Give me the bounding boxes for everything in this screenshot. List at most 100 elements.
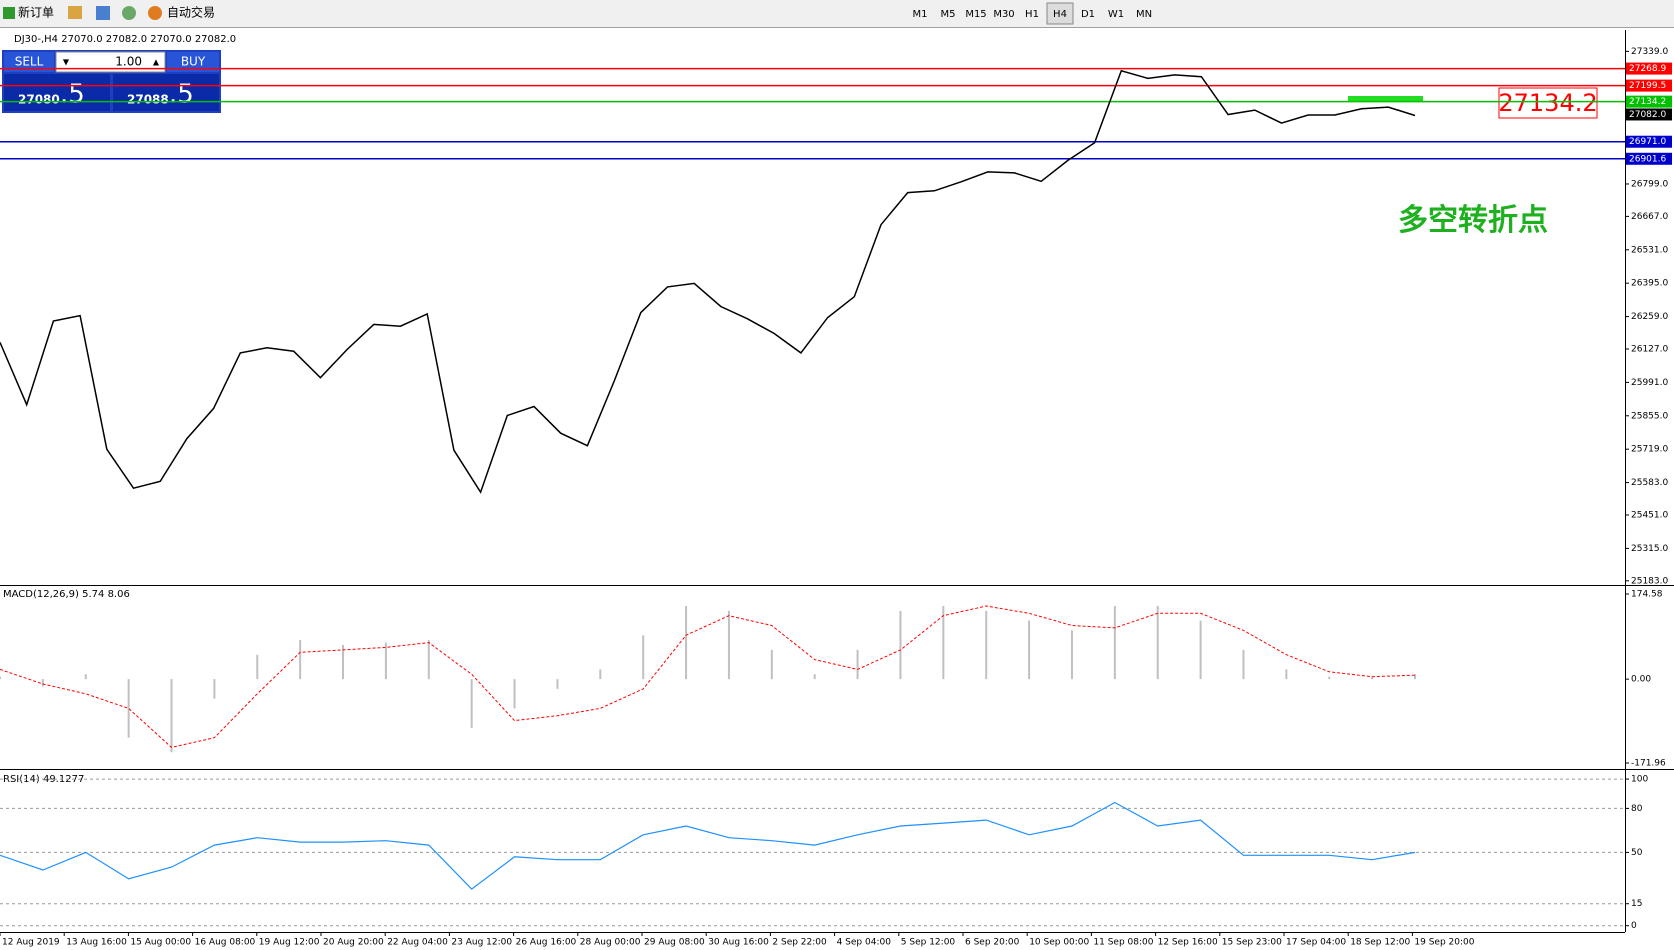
price-label: 27199.5: [1629, 81, 1666, 91]
timeframe[interactable]: MN: [1136, 9, 1152, 20]
date-label: 19 Aug 12:00: [259, 938, 320, 948]
timeframe[interactable]: W1: [1108, 9, 1124, 20]
trend-object: [1348, 96, 1423, 102]
date-label: 11 Sep 08:00: [1093, 938, 1153, 948]
lots-up[interactable]: ▲: [153, 58, 160, 67]
date-label: 4 Sep 04:00: [837, 938, 892, 948]
date-label: 19 Sep 20:00: [1414, 938, 1474, 948]
sell-price[interactable]: 27080: [18, 93, 60, 107]
timeframe[interactable]: M15: [965, 9, 986, 20]
tick-label: 26799.0: [1631, 179, 1668, 189]
timeframe[interactable]: H4: [1053, 9, 1067, 20]
sell-button[interactable]: [4, 52, 54, 72]
tick-label: 26395.0: [1631, 279, 1668, 289]
timeframe[interactable]: M30: [993, 9, 1014, 20]
timeframe[interactable]: M5: [941, 9, 956, 20]
tick-label: 25583.0: [1631, 478, 1668, 488]
date-label: 15 Aug 00:00: [130, 938, 191, 948]
price-label: 26901.6: [1629, 154, 1666, 164]
lots-value[interactable]: 1.00: [115, 55, 142, 69]
date-label: 13 Aug 16:00: [66, 938, 127, 948]
price-label-box: [1626, 152, 1672, 165]
buy-label[interactable]: BUY: [181, 55, 206, 69]
date-label: 17 Sep 04:00: [1286, 938, 1346, 948]
macd-signal: [0, 605, 1416, 748]
price-label: 27268.9: [1629, 64, 1666, 74]
date-label: 23 Aug 12:00: [451, 938, 512, 948]
price-label-box: [1626, 135, 1672, 148]
tool-icon[interactable]: [68, 6, 82, 19]
trade-panel: SELL ▼ 1.00 ▲ BUY 27080 .5 27088 .5: [2, 50, 221, 113]
date-label: 20 Aug 20:00: [323, 938, 384, 948]
tick-label: 25183.0: [1631, 576, 1668, 586]
new-order[interactable]: 新订单: [18, 5, 54, 20]
buy-price[interactable]: 27088: [127, 93, 169, 107]
buy-fraction[interactable]: .5: [169, 80, 194, 110]
tick-label: 25991.0: [1631, 378, 1668, 388]
tick-label: 27339.0: [1631, 47, 1668, 57]
current-price: 27082.0: [1629, 110, 1666, 120]
chart-area: [0, 30, 1674, 932]
sell-fraction[interactable]: .5: [60, 80, 85, 110]
tick-label: 0: [1631, 921, 1637, 931]
date-label: 26 Aug 16:00: [516, 938, 577, 948]
price-label: 26971.0: [1629, 137, 1666, 147]
sell-label[interactable]: SELL: [15, 55, 44, 69]
lots-box[interactable]: [55, 51, 166, 73]
macd-label: MACD(12,26,9) 5.74 8.06: [3, 589, 130, 600]
tool-icon[interactable]: [96, 6, 110, 20]
date-label: 12 Aug 2019: [2, 938, 60, 948]
tick-label: 26259.0: [1631, 312, 1668, 322]
date-label: 12 Sep 16:00: [1158, 938, 1218, 948]
timeframe[interactable]: H1: [1025, 9, 1039, 20]
date-label: 15 Sep 23:00: [1222, 938, 1282, 948]
tick-label: 25719.0: [1631, 445, 1668, 455]
chart-info: DJ30-,H4 27070.0 27082.0 27070.0 27082.0: [14, 34, 236, 45]
timeframes: M1 M5 M15 M30 H1 H4 D1 W1 MN: [913, 2, 1152, 25]
tick-label: 15: [1631, 899, 1642, 909]
callout-box: [1498, 87, 1598, 119]
date-label: 22 Aug 04:00: [387, 938, 448, 948]
price-label: 27134.2: [1629, 97, 1666, 107]
sell-price-box[interactable]: [4, 74, 110, 111]
lots-down[interactable]: ▼: [63, 58, 70, 67]
buy-price-box[interactable]: [113, 74, 219, 111]
auto-trading[interactable]: 自动交易: [167, 5, 215, 20]
toolbar: [0, 0, 1674, 27]
date-label: 5 Sep 12:00: [901, 938, 956, 948]
tick-label: 50: [1631, 848, 1643, 858]
new-order-icon[interactable]: [3, 7, 15, 19]
date-label: 18 Sep 12:00: [1350, 938, 1410, 948]
tool-icon[interactable]: [122, 6, 136, 20]
tick-label: 25451.0: [1631, 510, 1668, 520]
auto-trading-icon[interactable]: [148, 6, 162, 20]
timeframe[interactable]: D1: [1081, 9, 1095, 20]
price-line-series: [0, 69, 1416, 494]
date-label: 16 Aug 08:00: [195, 938, 256, 948]
current-price-box: [1626, 108, 1672, 121]
tick-label: 100: [1631, 775, 1648, 785]
price-label-box: [1626, 79, 1672, 92]
date-label: 2 Sep 22:00: [772, 938, 827, 948]
tick-label: 26667.0: [1631, 212, 1668, 222]
date-label: 30 Aug 16:00: [708, 938, 769, 948]
date-label: 10 Sep 00:00: [1029, 938, 1089, 948]
tick-label: 174.58: [1631, 589, 1663, 599]
date-label: 28 Aug 00:00: [580, 938, 641, 948]
tick-label: 26127.0: [1631, 344, 1668, 354]
price-label-box: [1626, 95, 1672, 108]
rsi-line: [0, 801, 1416, 890]
tick-label: 0.00: [1631, 675, 1651, 685]
annotation: 多空转折点: [1398, 203, 1548, 238]
date-label: 6 Sep 20:00: [965, 938, 1020, 948]
callout: 27134.2: [1498, 89, 1597, 117]
tick-label: 25315.0: [1631, 544, 1668, 554]
tick-label: 80: [1631, 804, 1643, 814]
tick-label: 25855.0: [1631, 411, 1668, 421]
buy-button[interactable]: [167, 52, 219, 72]
tick-label: 26531.0: [1631, 245, 1668, 255]
tick-label: -171.96: [1631, 759, 1666, 769]
price-label-box: [1626, 62, 1672, 75]
timeframe[interactable]: M1: [913, 9, 928, 20]
